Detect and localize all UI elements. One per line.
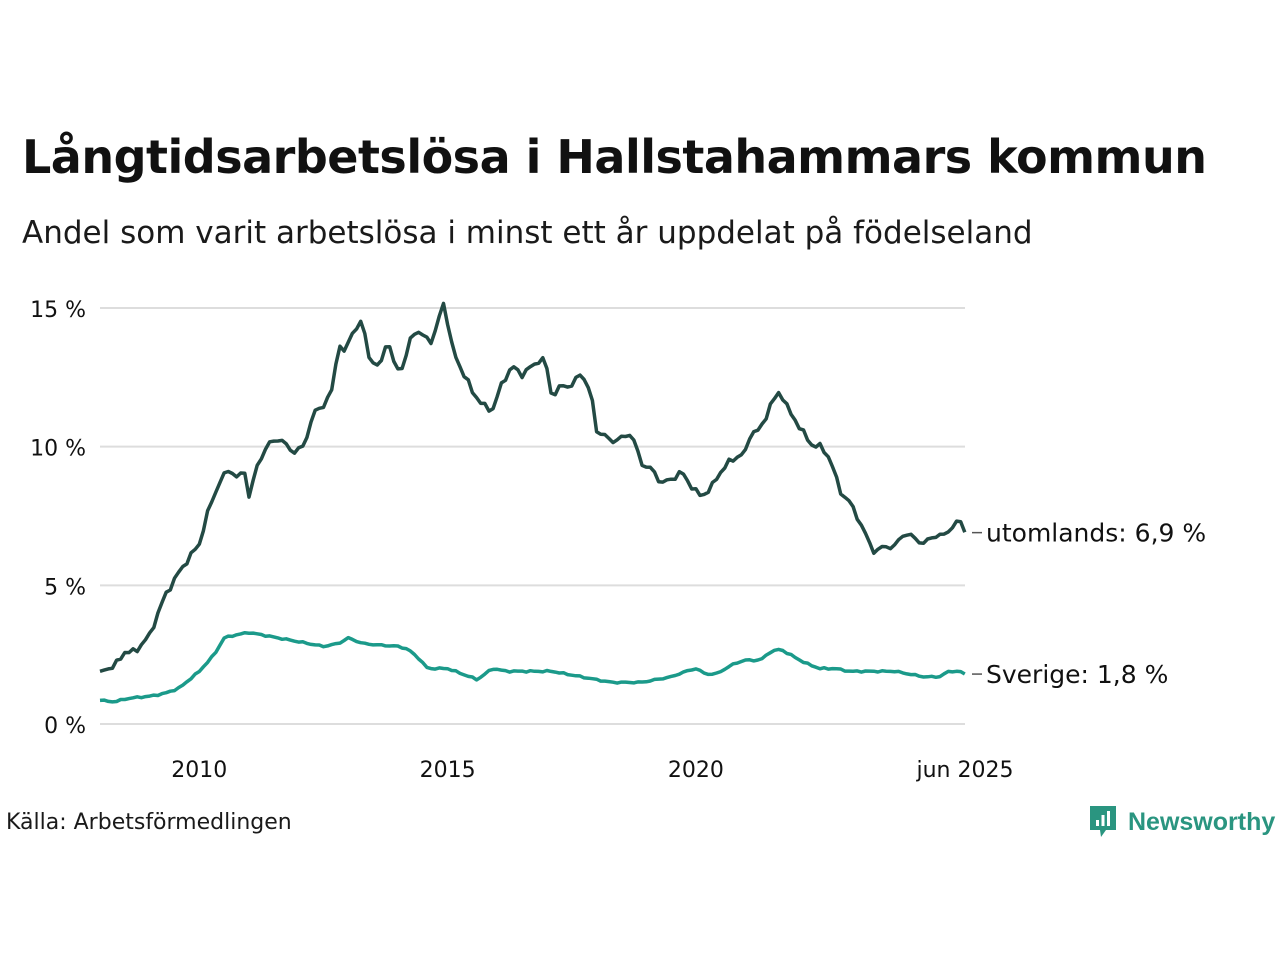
y-tick-label: 5 % bbox=[44, 575, 86, 600]
end-labels: utomlands: 6,9 % Sverige: 1,8 % bbox=[972, 519, 1206, 689]
series-line-sverige bbox=[99, 630, 966, 704]
newsworthy-logo[interactable]: Newsworthy bbox=[1088, 804, 1275, 840]
y-tick-label: 15 % bbox=[30, 298, 86, 323]
brand-name: Newsworthy bbox=[1128, 807, 1276, 836]
y-axis: 0 % 5 % 10 % 15 % bbox=[30, 298, 86, 739]
grid-lines bbox=[100, 307, 965, 725]
end-label-sverige: Sverige: 1,8 % bbox=[986, 660, 1168, 689]
x-tick-label: 2010 bbox=[171, 758, 227, 783]
series-line-utomlands bbox=[99, 301, 967, 673]
x-tick-label: 2015 bbox=[420, 758, 476, 783]
y-tick-label: 10 % bbox=[30, 437, 86, 462]
series-lines bbox=[99, 301, 967, 704]
x-axis: 2010 2015 2020 jun 2025 bbox=[171, 758, 1013, 783]
newsworthy-logo-icon bbox=[1090, 806, 1116, 837]
end-label-utomlands: utomlands: 6,9 % bbox=[986, 519, 1206, 548]
x-tick-label: 2020 bbox=[668, 758, 724, 783]
chart-title: Långtidsarbetslösa i Hallstahammars komm… bbox=[22, 130, 1207, 184]
x-tick-label: jun 2025 bbox=[916, 758, 1014, 783]
source-note: Källa: Arbetsförmedlingen bbox=[6, 810, 292, 835]
y-tick-label: 0 % bbox=[44, 714, 86, 739]
chart-subtitle: Andel som varit arbetslösa i minst ett å… bbox=[22, 215, 1033, 251]
